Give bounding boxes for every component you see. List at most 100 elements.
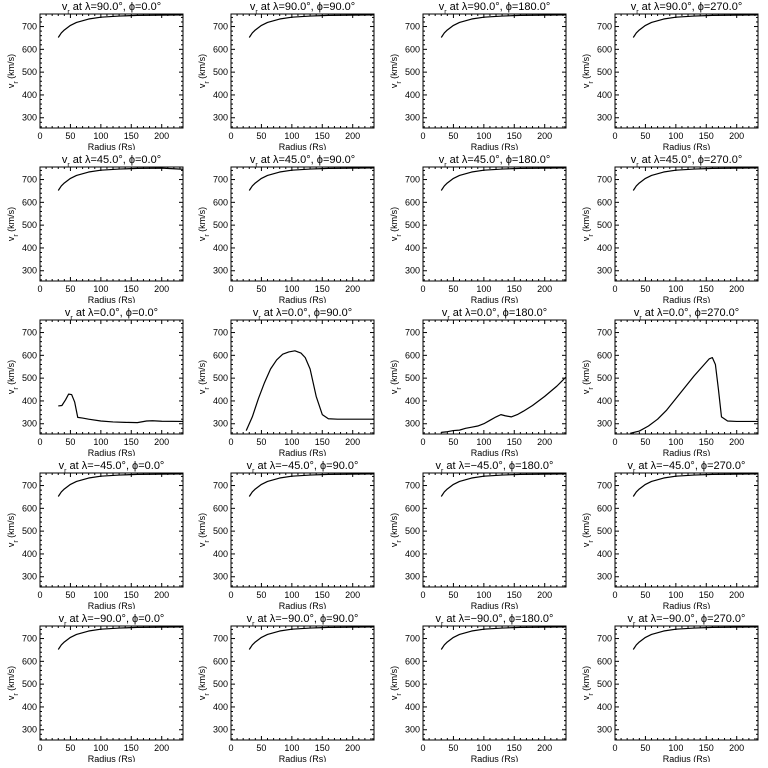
x-tick-label: 0	[37, 743, 42, 753]
y-tick-label: 400	[22, 243, 37, 253]
series-line	[248, 473, 375, 497]
x-axis-label: Radius (Rs)	[279, 448, 327, 456]
y-tick-label: 300	[597, 419, 612, 429]
series-line	[245, 350, 374, 431]
y-tick-label: 400	[405, 90, 420, 100]
y-tick-label: 400	[22, 702, 37, 712]
y-tick-label: 400	[22, 396, 37, 406]
chart-svg: vr at λ=45.0°, ϕ=180.0° 0 50 100 150 200 300 40…	[389, 154, 567, 305]
plot-frame	[39, 625, 184, 741]
y-axis-label: vr (km/s)	[197, 666, 211, 700]
x-tick-label: 50	[448, 590, 458, 600]
y-tick-label: 600	[405, 197, 420, 207]
y-tick-label: 400	[213, 90, 228, 100]
x-tick-label: 150	[507, 284, 522, 294]
series-line	[632, 626, 759, 650]
x-tick-label: 100	[93, 743, 108, 753]
y-tick-label: 600	[405, 44, 420, 54]
x-tick-label: 50	[448, 284, 458, 294]
x-tick-label: 50	[640, 437, 650, 447]
y-axis-label: vr (km/s)	[581, 513, 595, 547]
y-tick-label: 600	[22, 44, 37, 54]
x-tick-label: 50	[256, 743, 266, 753]
chart-svg: vr at λ=0.0°, ϕ=0.0° 0 50 100 150 200 300 400 50…	[6, 307, 184, 458]
y-tick-label: 700	[22, 22, 37, 32]
y-tick-label: 400	[597, 90, 612, 100]
chart-panel: vr at λ=90.0°, ϕ=0.0° 0 50 100 150 200 300 400 5…	[0, 0, 190, 152]
x-tick-label: 50	[65, 743, 75, 753]
y-tick-label: 700	[597, 481, 612, 491]
x-tick-label: 200	[345, 743, 360, 753]
chart-title: vr at λ=−45.0°, ϕ=270.0°	[628, 460, 746, 475]
x-tick-label: 0	[228, 131, 233, 141]
x-axis-label: Radius (Rs)	[88, 142, 136, 150]
chart-svg: vr at λ=−90.0°, ϕ=270.0° 0 50 100 150 200 300 4…	[581, 613, 759, 764]
y-axis-label: vr (km/s)	[6, 207, 20, 241]
chart-panel: vr at λ=90.0°, ϕ=180.0° 0 50 100 150 200 300 40…	[383, 0, 573, 152]
x-tick-label: 100	[93, 131, 108, 141]
series-line	[248, 167, 375, 191]
chart-title: vr at λ=−45.0°, ϕ=180.0°	[436, 460, 554, 475]
chart-panel: vr at λ=−90.0°, ϕ=270.0° 0 50 100 150 200 300 4…	[575, 612, 765, 764]
x-axis-label: Radius (Rs)	[663, 601, 711, 609]
plot-frame	[230, 13, 375, 129]
x-tick-label: 50	[65, 284, 75, 294]
y-axis-label: vr (km/s)	[197, 54, 211, 88]
x-tick-label: 100	[668, 131, 683, 141]
x-tick-label: 100	[93, 590, 108, 600]
x-tick-label: 50	[448, 131, 458, 141]
chart-svg: vr at λ=−90.0°, ϕ=90.0° 0 50 100 150 200 300 40…	[197, 613, 375, 764]
y-tick-label: 600	[213, 44, 228, 54]
chart-panel: vr at λ=45.0°, ϕ=180.0° 0 50 100 150 200 300 40…	[383, 153, 573, 305]
y-axis-label: vr (km/s)	[389, 54, 403, 88]
y-tick-label: 300	[22, 113, 37, 123]
plot-frame	[422, 13, 567, 129]
x-tick-label: 200	[154, 131, 169, 141]
x-tick-label: 0	[228, 590, 233, 600]
y-axis-label: vr (km/s)	[197, 513, 211, 547]
x-tick-label: 200	[154, 437, 169, 447]
chart-svg: vr at λ=90.0°, ϕ=0.0° 0 50 100 150 200 300 400 5…	[6, 1, 184, 152]
chart-panel: vr at λ=−90.0°, ϕ=180.0° 0 50 100 150 200 300 4…	[383, 612, 573, 764]
x-tick-label: 100	[476, 743, 491, 753]
series-line	[630, 357, 758, 434]
y-tick-label: 400	[213, 243, 228, 253]
chart-panel: vr at λ=−45.0°, ϕ=0.0° 0 50 100 150 200 300 400…	[0, 459, 190, 611]
x-tick-label: 150	[124, 590, 139, 600]
y-tick-label: 700	[597, 634, 612, 644]
chart-svg: vr at λ=0.0°, ϕ=180.0° 0 50 100 150 200 300 400…	[389, 307, 567, 458]
x-axis-label: Radius (Rs)	[279, 295, 327, 303]
series-line	[441, 376, 567, 433]
y-tick-label: 300	[213, 113, 228, 123]
x-tick-label: 200	[729, 131, 744, 141]
x-tick-label: 150	[124, 131, 139, 141]
chart-title: vr at λ=−45.0°, ϕ=90.0°	[247, 460, 359, 475]
y-tick-label: 600	[405, 656, 420, 666]
plot-frame	[614, 166, 759, 282]
y-tick-label: 600	[22, 350, 37, 360]
x-axis-label: Radius (Rs)	[471, 601, 519, 609]
chart-svg: vr at λ=−45.0°, ϕ=90.0° 0 50 100 150 200 300 40…	[197, 460, 375, 611]
chart-panel: vr at λ=45.0°, ϕ=0.0° 0 50 100 150 200 300 400 5…	[0, 153, 190, 305]
y-axis-label: vr (km/s)	[6, 666, 20, 700]
y-tick-label: 300	[405, 113, 420, 123]
x-axis-label: Radius (Rs)	[279, 754, 327, 762]
x-tick-label: 100	[93, 284, 108, 294]
x-tick-label: 50	[256, 437, 266, 447]
series-line	[58, 393, 184, 424]
chart-panel: vr at λ=90.0°, ϕ=270.0° 0 50 100 150 200 300 40…	[575, 0, 765, 152]
chart-panel: vr at λ=−90.0°, ϕ=90.0° 0 50 100 150 200 300 40…	[191, 612, 381, 764]
series-line	[57, 473, 184, 497]
chart-panel: vr at λ=0.0°, ϕ=90.0° 0 50 100 150 200 300 400 5…	[191, 306, 381, 458]
chart-title: vr at λ=−90.0°, ϕ=90.0°	[247, 613, 359, 628]
y-tick-label: 300	[405, 572, 420, 582]
y-tick-label: 700	[22, 328, 37, 338]
x-tick-label: 150	[699, 437, 714, 447]
series-line	[632, 14, 759, 38]
y-tick-label: 600	[597, 350, 612, 360]
x-tick-label: 100	[284, 743, 299, 753]
y-tick-label: 700	[405, 481, 420, 491]
chart-svg: vr at λ=−45.0°, ϕ=270.0° 0 50 100 150 200 300 4…	[581, 460, 759, 611]
x-tick-label: 0	[228, 743, 233, 753]
y-axis-label: vr (km/s)	[197, 360, 211, 394]
